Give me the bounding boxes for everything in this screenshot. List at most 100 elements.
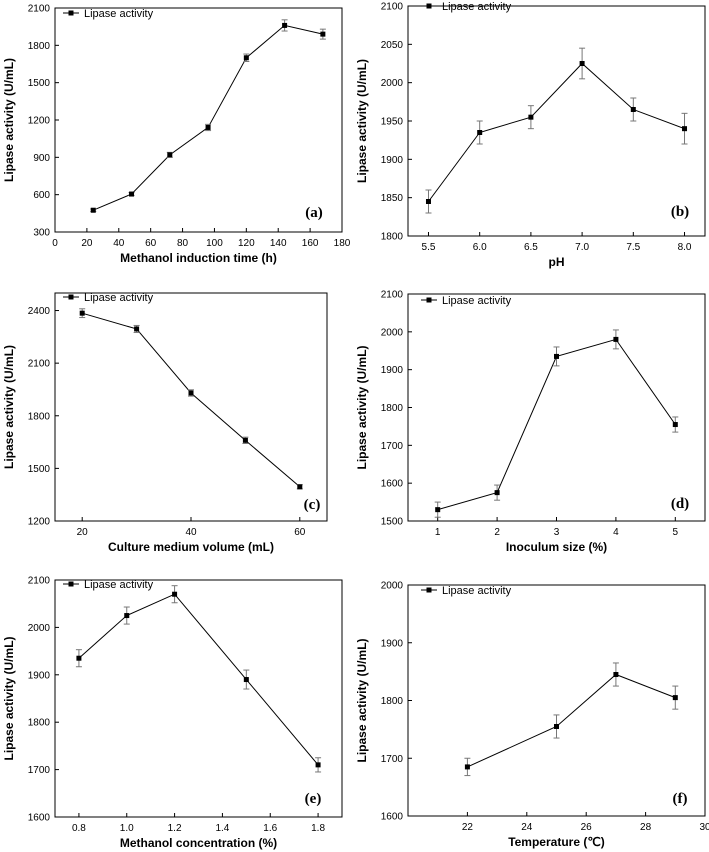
panel-b-y-tick-label: 2100	[381, 2, 404, 13]
panel-b-y-tick-label: 2000	[381, 78, 404, 89]
panel-c-y-tick-label: 1200	[28, 517, 51, 528]
panel-a-data-point	[90, 207, 96, 213]
panel-f-legend-marker	[426, 587, 432, 593]
panel-d-x-tick-label: 3	[554, 527, 560, 538]
panel-f-y-tick-label: 1900	[381, 638, 404, 649]
panel-e-series-line	[78, 593, 319, 766]
panel-a-legend-marker	[68, 10, 74, 16]
panel-c-data-point	[297, 484, 303, 490]
panel-d-y-tick-label: 1800	[381, 403, 404, 414]
panel-c-x-tick-label: 60	[294, 527, 306, 538]
panel-a-x-tick-label: 60	[145, 238, 157, 249]
panel-e-data-point	[243, 677, 249, 683]
panel-e-data-point	[315, 762, 321, 768]
panel-d-x-tick-label: 5	[673, 527, 679, 538]
panel-f-y-tick-label: 2000	[381, 581, 404, 592]
panel-d-legend-label: Lipase activity	[442, 295, 512, 307]
panel-d-data-point	[672, 422, 678, 428]
panel-a-x-tick-label: 0	[52, 238, 58, 249]
panel-e-y-tick-label: 2100	[28, 576, 51, 587]
panel-f-y-tick-label: 1800	[381, 696, 404, 707]
panel-f-legend-label: Lipase activity	[442, 585, 512, 597]
panel-e-y-tick-label: 1900	[28, 670, 51, 681]
panel-e-legend-marker	[68, 581, 74, 587]
panel-d-legend-marker	[426, 297, 432, 303]
panel-d-data-point	[435, 507, 441, 513]
panel-f-x-tick-label: 24	[521, 822, 533, 833]
panel-c-x-axis-title: Culture medium volume (mL)	[108, 540, 274, 554]
panel-a-series-line	[93, 24, 323, 211]
panel-d-x-tick-label: 4	[613, 527, 619, 538]
panel-a-data-point	[282, 22, 288, 28]
panel-f-x-tick-label: 30	[699, 822, 709, 833]
panel-c-x-tick-label: 20	[77, 527, 89, 538]
panel-b-x-axis-title: pH	[549, 255, 565, 269]
panel-d-y-tick-label: 1700	[381, 441, 404, 452]
panel-e-x-tick-label: 0.8	[72, 823, 86, 834]
panel-f-y-tick-label: 1600	[381, 812, 404, 823]
panel-b-legend-marker	[426, 3, 432, 9]
panel-d-x-tick-label: 1	[435, 527, 441, 538]
panel-b-data-point	[682, 126, 688, 132]
panel-a-y-tick-label: 300	[33, 228, 50, 239]
panel-b-x-tick-label: 5.5	[422, 242, 436, 253]
panel-a-data-point	[167, 152, 173, 158]
panel-b-data-point	[528, 114, 534, 120]
panel-f-data-point	[464, 764, 470, 770]
panel-a-x-tick-label: 180	[334, 238, 351, 249]
panel-d-data-point	[554, 353, 559, 359]
panel-e-x-tick-label: 1.6	[263, 823, 277, 834]
panel-e-data-point	[172, 591, 178, 597]
panel-b-y-tick-label: 1950	[381, 117, 404, 128]
panel-c-y-tick-label: 2100	[28, 359, 51, 370]
panel-b-y-axis-title: Lipase activity (U/mL)	[355, 59, 369, 183]
panel-e-y-tick-label: 1800	[28, 718, 51, 729]
panel-e-x-tick-label: 1.2	[168, 823, 182, 834]
panel-e-data-point	[124, 613, 130, 619]
panel-d-data-point	[494, 490, 500, 496]
panel-e-legend-label: Lipase activity	[84, 579, 154, 591]
panel-d-data-point	[613, 336, 619, 342]
panel-c-legend-marker	[68, 294, 74, 300]
panel-b-data-point	[477, 130, 483, 135]
panel-c-x-tick-label: 40	[185, 527, 197, 538]
panel-c-series-line	[82, 312, 301, 488]
panel-e-panel-tag: (e)	[305, 791, 322, 807]
panel-c-y-tick-label: 2400	[28, 306, 51, 317]
panel-e-y-axis-title: Lipase activity (U/mL)	[2, 636, 16, 760]
panel-a-data-point	[243, 55, 249, 61]
panel-d-panel-tag: (d)	[671, 496, 689, 512]
panel-b-series-line	[428, 62, 685, 202]
panel-d-y-tick-label: 1600	[381, 479, 404, 490]
panel-f-plot-frame	[407, 584, 706, 817]
panel-b-y-tick-label: 1850	[381, 193, 404, 204]
panel-e-plot-frame	[54, 579, 343, 818]
panel-f-x-tick-label: 22	[462, 822, 474, 833]
panel-f-y-axis-title: Lipase activity (U/mL)	[355, 638, 369, 762]
panel-a-x-tick-label: 120	[238, 238, 255, 249]
panel-b-panel-tag: (b)	[671, 204, 689, 220]
panel-b-x-tick-label: 6.0	[473, 242, 487, 253]
panel-e-data-point	[76, 655, 82, 661]
panel-f-y-tick-label: 1700	[381, 754, 404, 765]
panel-d-x-tick-label: 2	[494, 527, 500, 538]
panel-d-y-tick-label: 1900	[381, 365, 404, 376]
panel-a-data-point	[205, 124, 211, 130]
panel-e-y-tick-label: 1700	[28, 765, 51, 776]
panel-d-plot-frame	[407, 293, 706, 522]
panel-a-panel-tag: (a)	[305, 205, 323, 221]
panel-b-data-point	[579, 61, 585, 66]
panel-a-y-tick-label: 1800	[28, 41, 51, 52]
panel-f-data-point	[613, 672, 619, 678]
panel-e-x-tick-label: 1.0	[120, 823, 134, 834]
panel-f-series-line	[467, 673, 676, 768]
panel-a-data-point	[320, 31, 326, 37]
panel-c-y-tick-label: 1800	[28, 411, 51, 422]
panel-e-x-tick-label: 1.8	[311, 823, 325, 834]
panel-a-y-tick-label: 1500	[28, 78, 51, 89]
panel-a-x-tick-label: 100	[206, 238, 223, 249]
panel-d-y-tick-label: 2100	[381, 290, 404, 301]
panel-d-y-tick-label: 2000	[381, 327, 404, 338]
panel-a-data-point	[129, 191, 135, 197]
